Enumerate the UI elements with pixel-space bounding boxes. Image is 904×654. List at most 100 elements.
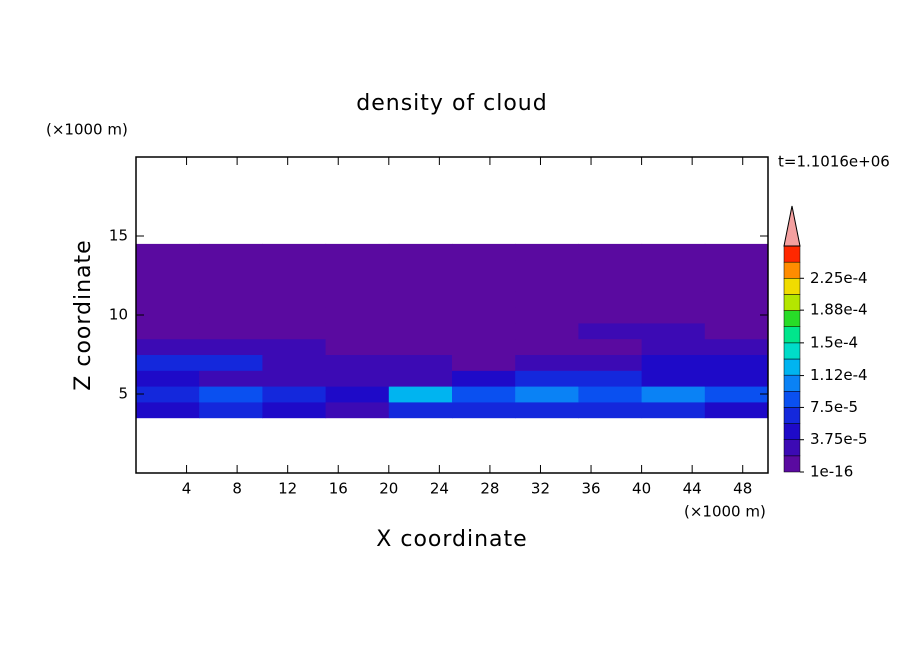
colorbar-band: [783, 245, 801, 263]
chart-title: density of cloud: [356, 91, 547, 116]
contour-cell: [388, 275, 453, 292]
contour-cell: [262, 259, 327, 276]
contour-cell: [199, 243, 263, 261]
x-tick-label: 4: [182, 480, 192, 498]
contour-cell: [199, 370, 263, 387]
contour-cell: [388, 307, 453, 324]
x-tick-label: 20: [379, 480, 398, 498]
contour-cell: [136, 259, 200, 276]
x-tick-label: 32: [531, 480, 550, 498]
x-tick-label: 40: [632, 480, 651, 498]
colorbar-band: [783, 358, 801, 376]
contour-cell: [325, 307, 390, 324]
contour-cell: [641, 386, 706, 403]
contour-cell: [452, 322, 516, 340]
contour-cell: [641, 307, 706, 324]
x-tick-label: 48: [733, 480, 752, 498]
contour-cell: [199, 307, 263, 324]
colorbar-band: [783, 326, 801, 344]
contour-cell: [452, 307, 516, 324]
contour-cell: [199, 386, 263, 403]
contour-cell: [578, 370, 643, 387]
contour-cell: [136, 370, 200, 387]
contour-cell: [262, 275, 327, 292]
contour-cell: [136, 338, 200, 355]
contour-cell: [199, 275, 263, 292]
contour-cell: [325, 386, 390, 403]
colorbar-band: [783, 374, 801, 392]
contour-cell: [388, 354, 453, 371]
contour-cell: [199, 354, 263, 371]
x-tick-label: 28: [480, 480, 499, 498]
contour-cell: [578, 259, 643, 276]
colorbar-label: 2.25e-4: [810, 269, 868, 287]
contour-cell: [262, 291, 327, 308]
contour-cell: [136, 354, 200, 371]
contour-cell: [704, 354, 769, 371]
contour-cell: [262, 370, 327, 387]
contour-cell: [704, 275, 769, 292]
contour-cell: [578, 401, 643, 419]
contour-cell: [704, 307, 769, 324]
contour-cell: [641, 243, 706, 261]
contour-cell: [452, 243, 516, 261]
contour-cell: [325, 322, 390, 340]
contour-cell: [515, 259, 579, 276]
contour-cell: [325, 259, 390, 276]
contour-cell: [641, 291, 706, 308]
contour-cell: [578, 338, 643, 355]
contour-cell: [515, 243, 579, 261]
contour-cell: [515, 275, 579, 292]
contour-cell: [262, 338, 327, 355]
contour-cell: [641, 401, 706, 419]
contour-cell: [641, 322, 706, 340]
colorbar-label: 1e-16: [810, 463, 853, 481]
contour-cell: [578, 291, 643, 308]
contour-cell: [136, 386, 200, 403]
contour-cell: [578, 243, 643, 261]
x-tick-label: 12: [278, 480, 297, 498]
contour-cell: [136, 291, 200, 308]
contour-cell: [262, 354, 327, 371]
contour-cell: [452, 275, 516, 292]
x-axis-label: X coordinate: [376, 527, 527, 552]
contour-cell: [262, 307, 327, 324]
x-tick-label: 36: [581, 480, 600, 498]
contour-cell: [388, 401, 453, 419]
y-axis-label: Z coordinate: [71, 239, 96, 390]
contour-cell: [515, 354, 579, 371]
colorbar-band: [783, 439, 801, 457]
x-tick-label: 8: [232, 480, 242, 498]
contour-cell: [388, 291, 453, 308]
contour-cell: [136, 275, 200, 292]
colorbar-band: [783, 407, 801, 424]
contour-cell: [578, 386, 643, 403]
contour-cell: [262, 386, 327, 403]
contour-cell: [262, 401, 327, 419]
colorbar-band: [783, 455, 801, 473]
contour-cell: [515, 338, 579, 355]
colorbar-band: [783, 423, 801, 440]
contour-cell: [641, 354, 706, 371]
contour-cell: [388, 322, 453, 340]
contour-cell: [388, 386, 453, 403]
colorbar-band: [783, 391, 801, 408]
contour-cell: [641, 275, 706, 292]
contour-cell: [578, 322, 643, 340]
colorbar-band: [783, 261, 801, 279]
contour-cell: [704, 322, 769, 340]
contour-cell: [136, 322, 200, 340]
colorbar-label: 1.88e-4: [810, 301, 868, 319]
x-tick-label: 44: [683, 480, 702, 498]
contour-cell: [325, 354, 390, 371]
colorbar-extend: [783, 205, 801, 247]
contour-cell: [388, 243, 453, 261]
contour-cell: [325, 338, 390, 355]
contour-cell: [262, 243, 327, 261]
x-tick-label: 16: [329, 480, 348, 498]
contour-cell: [641, 259, 706, 276]
contour-cell: [199, 401, 263, 419]
contour-cell: [262, 322, 327, 340]
contour-cell: [704, 338, 769, 355]
